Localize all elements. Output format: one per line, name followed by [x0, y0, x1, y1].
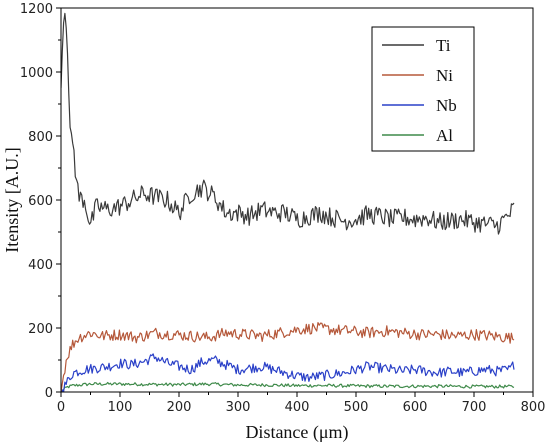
- x-tick-label: 100: [108, 400, 133, 415]
- x-tick-label: 0: [57, 400, 65, 415]
- legend-label-ti: Ti: [436, 36, 451, 55]
- plot-area: [61, 12, 515, 392]
- x-tick-label: 800: [521, 400, 546, 415]
- legend-box: [371, 26, 475, 152]
- x-tick-label: 600: [403, 400, 428, 415]
- x-tick-label: 700: [462, 400, 487, 415]
- y-axis-title: Itensity [A.U.]: [2, 147, 22, 252]
- legend: Ti Ni Nb Al: [371, 26, 475, 152]
- x-tick-label: 500: [344, 400, 369, 415]
- y-tick-label: 800: [28, 130, 53, 145]
- x-tick-label: 400: [285, 400, 310, 415]
- x-tick-label: 200: [167, 400, 192, 415]
- axes: 0 100 200 300 400 500 600 700 800 0 200 400 600 800 10…: [20, 2, 546, 415]
- legend-label-ni: Ni: [436, 66, 453, 85]
- y-tick-label: 200: [28, 322, 53, 337]
- y-tick-label: 1200: [20, 2, 53, 17]
- series-line-nb: [61, 353, 515, 392]
- series-line-ni: [61, 321, 515, 392]
- series-lines: [61, 12, 515, 392]
- x-axis-title: Distance (μm): [245, 422, 348, 443]
- legend-label-nb: Nb: [436, 96, 457, 115]
- x-tick-label: 300: [226, 400, 251, 415]
- y-tick-label: 400: [28, 258, 53, 273]
- y-tick-label: 600: [28, 194, 53, 209]
- series-line-al: [61, 381, 515, 392]
- legend-label-al: Al: [436, 126, 453, 145]
- y-tick-label: 1000: [20, 66, 53, 81]
- series-line-ti: [61, 12, 515, 235]
- y-tick-label: 0: [45, 386, 53, 401]
